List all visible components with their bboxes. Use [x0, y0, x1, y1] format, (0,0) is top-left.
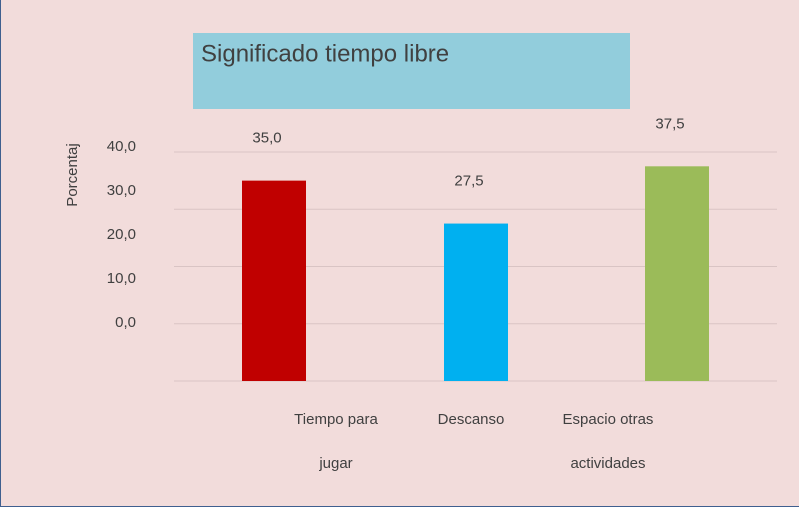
- bar: [242, 180, 306, 381]
- x-tick-label: Tiempo para jugar: [294, 411, 378, 472]
- x-tick-label: Descanso: [437, 411, 505, 428]
- title-box: [193, 33, 630, 109]
- y-tick-label: 30,0: [107, 182, 136, 199]
- y-tick-label: 0,0: [115, 314, 136, 331]
- chart-title: Significado tiempo libre: [201, 40, 449, 67]
- data-label: 35,0: [252, 130, 281, 147]
- bar: [645, 166, 709, 381]
- y-tick-label: 40,0: [107, 138, 136, 155]
- data-label: 27,5: [454, 173, 483, 190]
- x-tick-label: Espacio otras actividades: [562, 411, 654, 472]
- y-axis-label: Porcentaj: [64, 143, 81, 206]
- y-tick-label: 20,0: [107, 226, 136, 243]
- data-label: 37,5: [655, 115, 684, 132]
- y-tick-label: 10,0: [107, 270, 136, 287]
- bar: [444, 223, 508, 381]
